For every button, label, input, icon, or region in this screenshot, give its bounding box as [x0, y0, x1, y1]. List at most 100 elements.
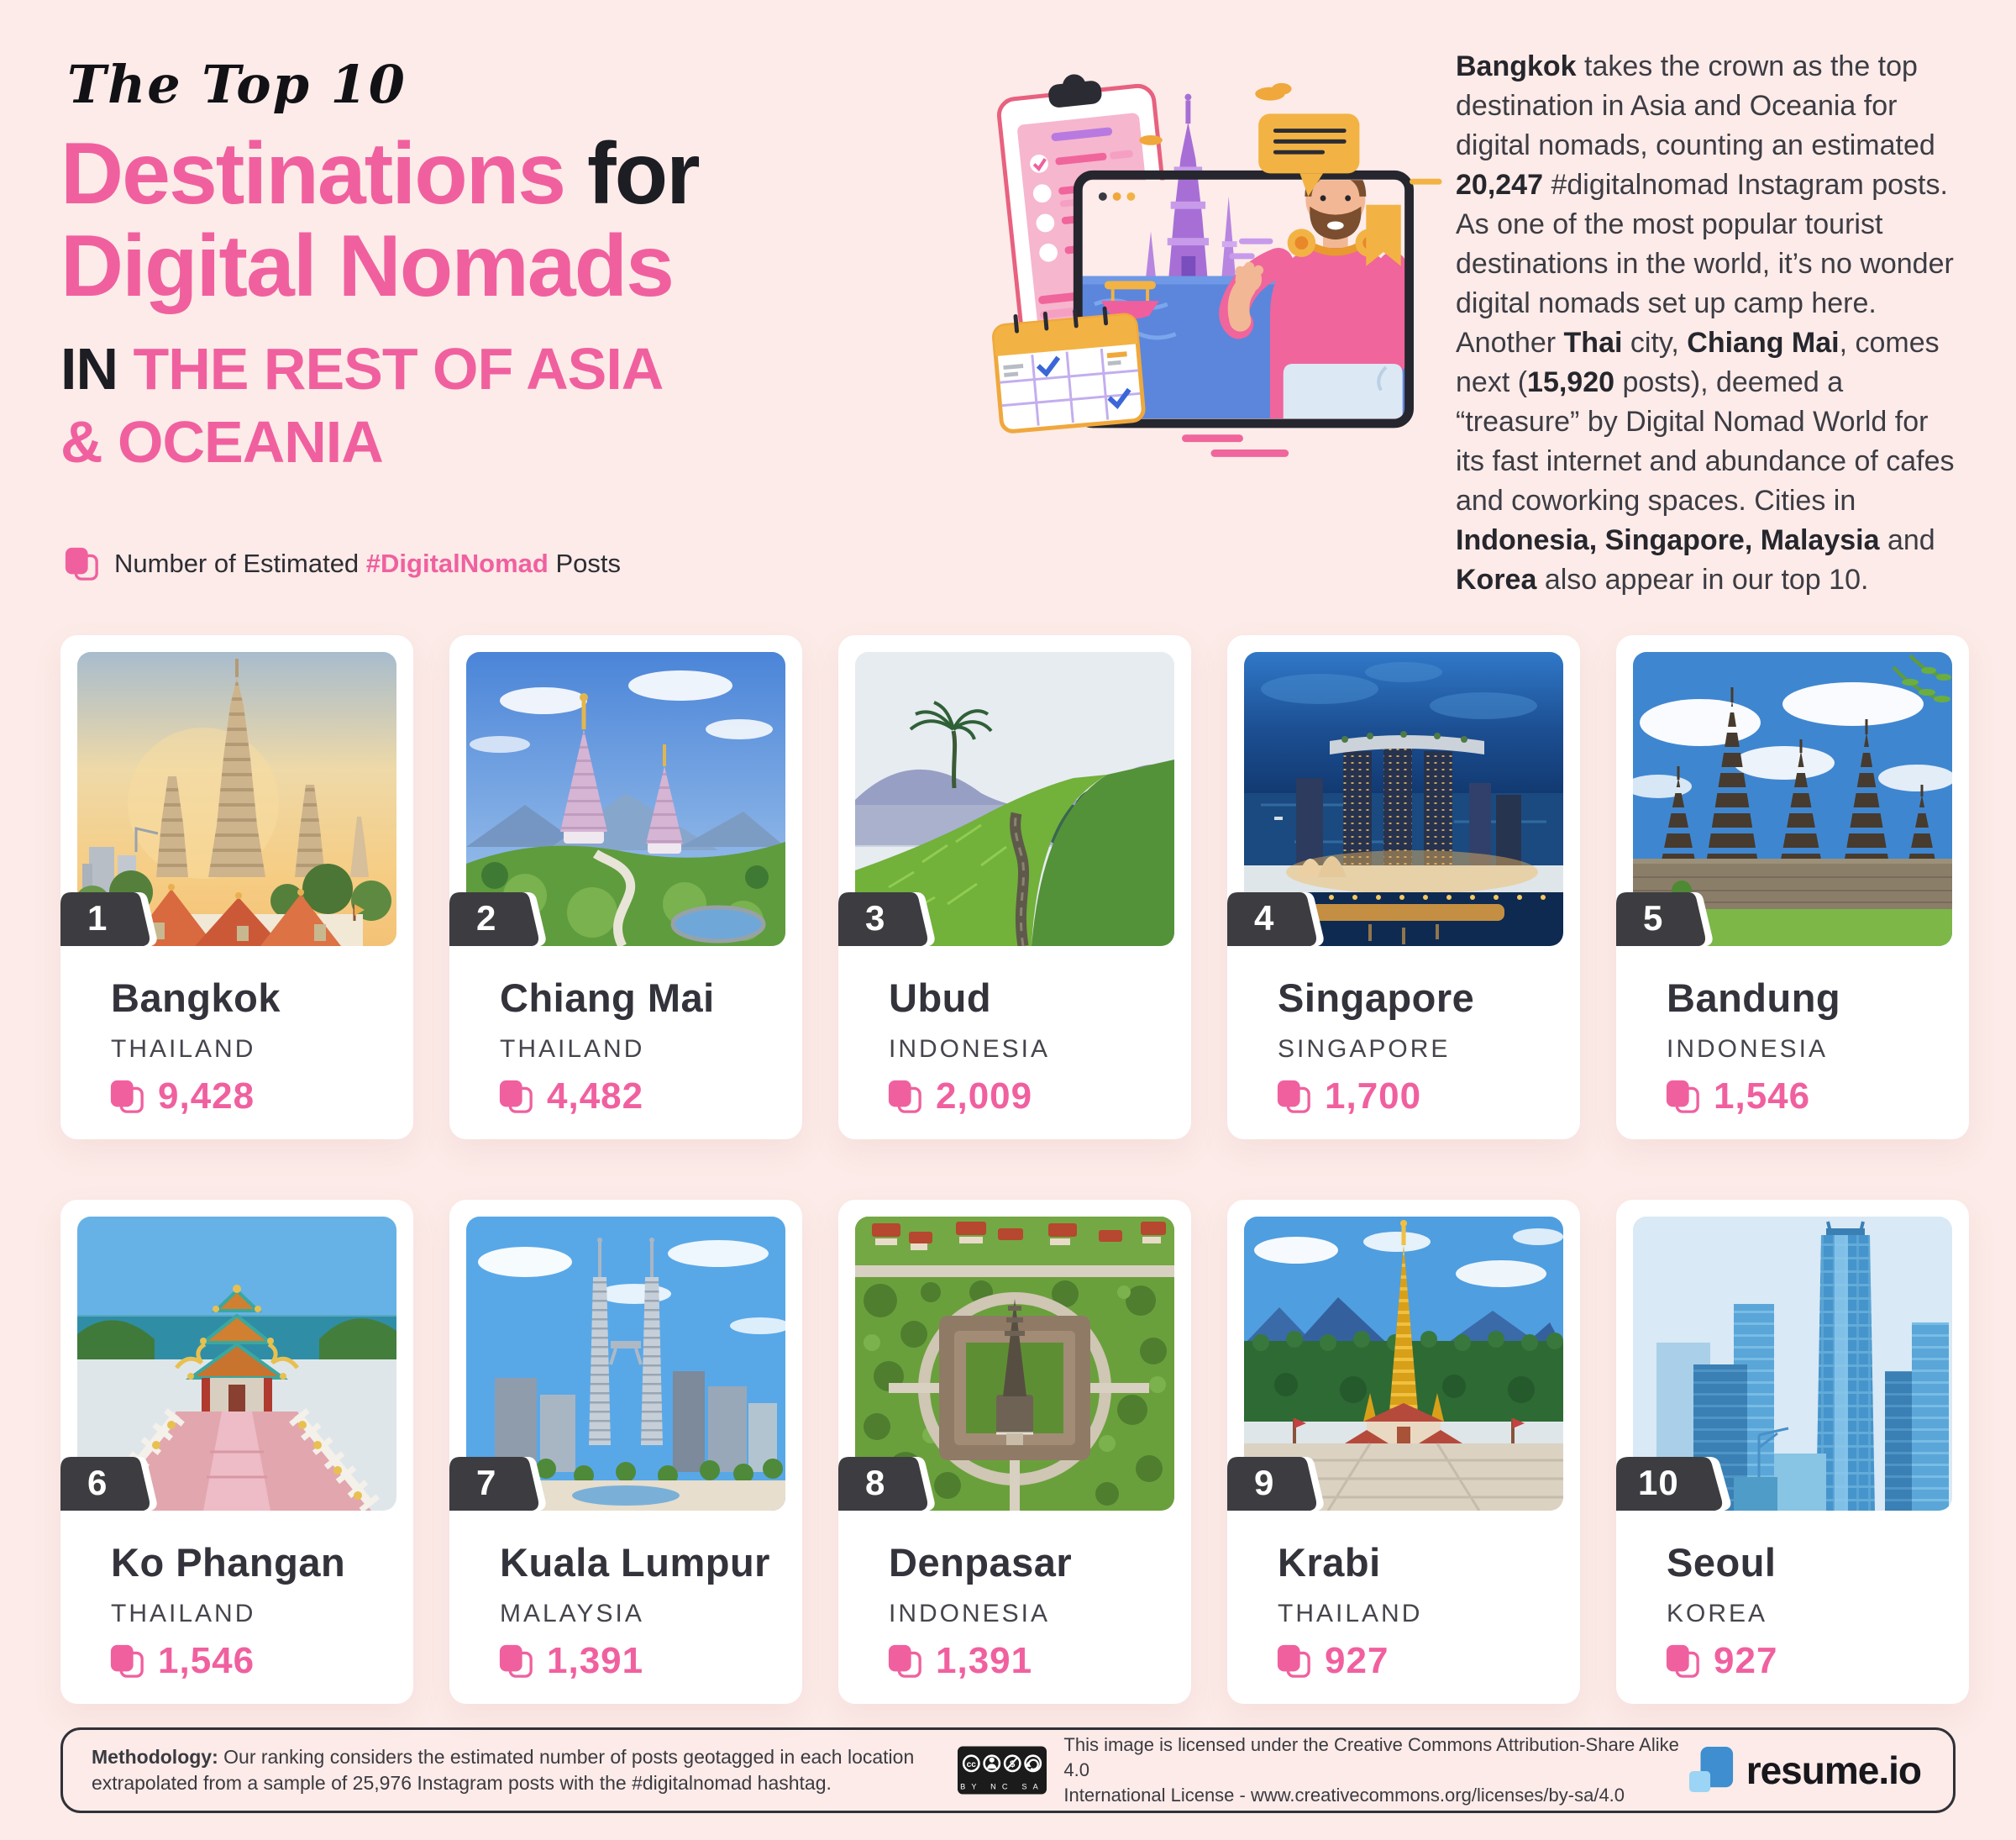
cloud-icon — [1139, 82, 1292, 145]
methodology-text: Methodology: Our ranking considers the e… — [92, 1746, 915, 1794]
posts-count: 1,700 — [1276, 1075, 1421, 1117]
posts-number: 9,428 — [158, 1075, 255, 1117]
posts-icon — [110, 1644, 144, 1678]
country-name: THAILAND — [111, 1035, 256, 1063]
destination-card-bandung: 5 Bandung INDONESIA 1,546 — [1616, 635, 1969, 1139]
posts-count: 2,009 — [887, 1075, 1032, 1117]
destination-card-singapore: 4 Singapore SINGAPORE 1,700 — [1227, 635, 1580, 1139]
rank-number: 10 — [1638, 1463, 1679, 1502]
page-title: Destinations for Digital Nomads IN THE R… — [60, 128, 1018, 479]
city-name: Bangkok — [111, 975, 281, 1020]
posts-icon — [1666, 1644, 1699, 1678]
rank-number: 5 — [1643, 898, 1664, 938]
destination-grid: 1 Bangkok THAILAND 9,428 — [60, 635, 1969, 1704]
posts-number: 1,391 — [547, 1640, 644, 1681]
title-pink: Destinations — [60, 125, 587, 223]
title-main: Destinations for Digital Nomads — [60, 128, 1018, 313]
posts-icon — [1277, 1644, 1310, 1678]
rank-number: 9 — [1254, 1463, 1275, 1502]
country-name: KOREA — [1667, 1600, 1768, 1627]
destination-card-ko-phangan: 6 Ko Phangan THAILAND 1,546 — [60, 1200, 413, 1704]
posts-icon — [65, 547, 98, 581]
rank-badge-shape — [60, 892, 157, 946]
photo-krabi — [1244, 1217, 1563, 1511]
svg-text:$: $ — [1011, 1759, 1016, 1769]
posts-icon — [1277, 1080, 1310, 1113]
destination-card-krabi: 9 Krabi THAILAND 927 — [1227, 1200, 1580, 1704]
rank-badge: 2 — [449, 892, 547, 946]
country-name: INDONESIA — [889, 1600, 1051, 1627]
rank-badge: 3 — [838, 892, 936, 946]
rank-badge-shape — [60, 1457, 157, 1511]
country-name: INDONESIA — [889, 1035, 1051, 1063]
posts-icon — [499, 1644, 533, 1678]
creative-commons-icon: cc $ BY NC SA — [958, 1746, 1047, 1795]
intro-paragraph: Bangkok takes the crown as the top desti… — [1456, 50, 1955, 596]
legend-label: Number of Estimated #DigitalNomad Posts — [114, 549, 621, 578]
rank-badge: 4 — [1227, 892, 1325, 946]
posts-count: 4,482 — [498, 1075, 643, 1117]
rank-number: 7 — [476, 1463, 497, 1502]
photo-ko-phangan — [77, 1217, 396, 1511]
calendar-illustration — [992, 306, 1146, 434]
rank-badge: 6 — [60, 1457, 158, 1511]
legend: Number of Estimated #DigitalNomad Posts — [64, 546, 621, 581]
country-name: MALAYSIA — [500, 1600, 644, 1627]
destination-card-kuala-lumpur: 7 Kuala Lumpur MALAYSIA 1,391 — [449, 1200, 802, 1704]
posts-count: 9,428 — [109, 1075, 255, 1117]
photo-bangkok — [77, 652, 396, 946]
posts-number: 4,482 — [547, 1075, 644, 1117]
posts-number: 927 — [1325, 1640, 1389, 1681]
posts-count: 927 — [1665, 1640, 1777, 1682]
rank-number: 8 — [865, 1463, 886, 1502]
city-name: Seoul — [1667, 1540, 1777, 1585]
rank-number: 3 — [865, 898, 886, 938]
posts-number: 927 — [1714, 1640, 1778, 1681]
rank-badge-shape — [1616, 892, 1713, 946]
posts-icon — [888, 1080, 921, 1113]
posts-number: 1,546 — [158, 1640, 255, 1681]
rank-badge-shape — [1227, 1457, 1324, 1511]
city-name: Krabi — [1278, 1540, 1381, 1585]
city-name: Denpasar — [889, 1540, 1073, 1585]
krabi-scene — [1244, 1217, 1563, 1511]
posts-icon — [1666, 1080, 1699, 1113]
destination-card-chiang-mai: 2 Chiang Mai THAILAND 4,482 — [449, 635, 802, 1139]
rank-badge-shape — [449, 892, 546, 946]
posts-number: 2,009 — [936, 1075, 1033, 1117]
city-name: Bandung — [1667, 975, 1841, 1020]
rank-badge: 7 — [449, 1457, 547, 1511]
posts-number: 1,391 — [936, 1640, 1033, 1681]
svg-text:BY NC SA: BY NC SA — [961, 1782, 1045, 1790]
rank-badge-shape — [449, 1457, 546, 1511]
rank-badge-shape — [1616, 1457, 1731, 1511]
city-name: Singapore — [1278, 975, 1475, 1020]
posts-count: 1,391 — [887, 1640, 1032, 1682]
title-line2: Digital Nomads — [60, 218, 675, 316]
posts-count: 1,546 — [1665, 1075, 1810, 1117]
rank-badge: 9 — [1227, 1457, 1325, 1511]
rank-number: 6 — [87, 1463, 108, 1502]
footer: Methodology: Our ranking considers the e… — [60, 1727, 1956, 1813]
title-dark: for — [587, 125, 701, 223]
rank-badge-shape — [1227, 892, 1324, 946]
country-name: SINGAPORE — [1278, 1035, 1451, 1063]
bookmark-icon — [1366, 204, 1401, 266]
city-name: Ubud — [889, 975, 992, 1020]
subtitle-line2: & OCEANIA — [60, 409, 384, 476]
country-name: THAILAND — [1278, 1600, 1423, 1627]
city-name: Chiang Mai — [500, 975, 715, 1020]
posts-count: 927 — [1276, 1640, 1389, 1682]
resumeio-logo: resume.io — [1688, 1745, 1922, 1795]
rank-badge: 1 — [60, 892, 158, 946]
posts-icon — [499, 1080, 533, 1113]
posts-number: 1,546 — [1714, 1075, 1811, 1117]
resumeio-logo-icon — [1688, 1747, 1733, 1793]
destination-card-seoul: 10 Seoul KOREA 927 — [1616, 1200, 1969, 1704]
country-name: INDONESIA — [1667, 1035, 1829, 1063]
ko-phangan-scene — [77, 1217, 396, 1511]
title-sub: IN THE REST OF ASIA & OCEANIA — [60, 333, 1018, 479]
rank-badge-shape — [838, 1457, 935, 1511]
posts-icon — [110, 1080, 144, 1113]
